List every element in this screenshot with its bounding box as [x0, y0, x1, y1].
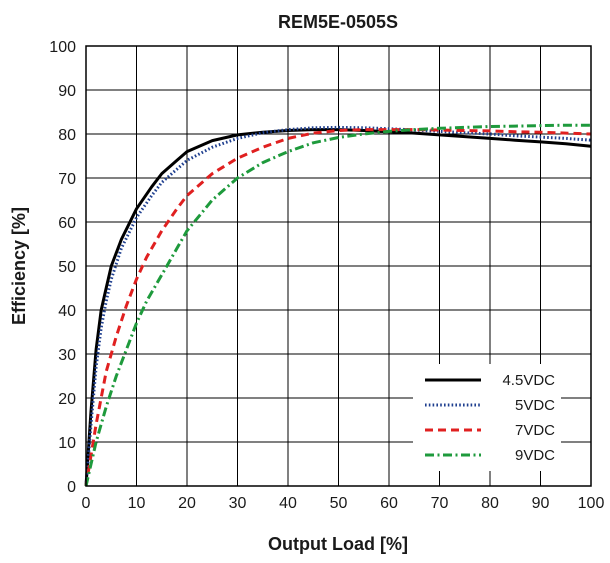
y-tick-label: 40 — [58, 303, 76, 320]
y-tick-label: 30 — [58, 347, 76, 364]
x-tick-label: 70 — [431, 495, 449, 512]
series-line-9vdc — [84, 123, 591, 487]
y-tick-label: 100 — [49, 39, 76, 56]
x-axis-label: Output Load [%] — [268, 534, 408, 554]
legend-label: 9VDC — [515, 447, 555, 464]
y-tick-label: 10 — [58, 435, 76, 452]
legend-label: 4.5VDC — [502, 372, 555, 389]
y-axis-label: Efficiency [%] — [9, 207, 29, 325]
x-tick-label: 20 — [178, 495, 196, 512]
x-tick-label: 90 — [532, 495, 550, 512]
y-tick-label: 20 — [58, 391, 76, 408]
x-tick-label: 100 — [578, 495, 605, 512]
legend-box — [413, 364, 561, 471]
x-tick-label: 30 — [229, 495, 247, 512]
y-tick-label: 0 — [67, 479, 76, 496]
legend-label: 5VDC — [515, 397, 555, 414]
x-tick-label: 40 — [279, 495, 297, 512]
y-tick-label: 90 — [58, 83, 76, 100]
series-line-4-5vdc — [84, 128, 592, 487]
series-layer — [84, 123, 592, 487]
x-tick-label: 10 — [128, 495, 146, 512]
series-line-7vdc — [84, 128, 592, 487]
y-tick-label: 60 — [58, 215, 76, 232]
x-tick-label: 0 — [82, 495, 91, 512]
x-tick-labels: 0 10 20 30 40 50 60 70 80 90 100 — [82, 495, 605, 512]
y-tick-label: 80 — [58, 127, 76, 144]
x-tick-label: 80 — [481, 495, 499, 512]
x-tick-label: 60 — [380, 495, 398, 512]
legend: 4.5VDC 5VDC 7VDC 9VDC — [413, 364, 561, 471]
y-tick-label: 70 — [58, 171, 76, 188]
x-tick-label: 50 — [330, 495, 348, 512]
y-tick-labels: 0 10 20 30 40 50 60 70 80 90 100 — [49, 39, 76, 496]
plot-frame — [85, 45, 592, 487]
y-tick-label: 50 — [58, 259, 76, 276]
legend-label: 7VDC — [515, 422, 555, 439]
chart-title: REM5E-0505S — [278, 12, 398, 32]
